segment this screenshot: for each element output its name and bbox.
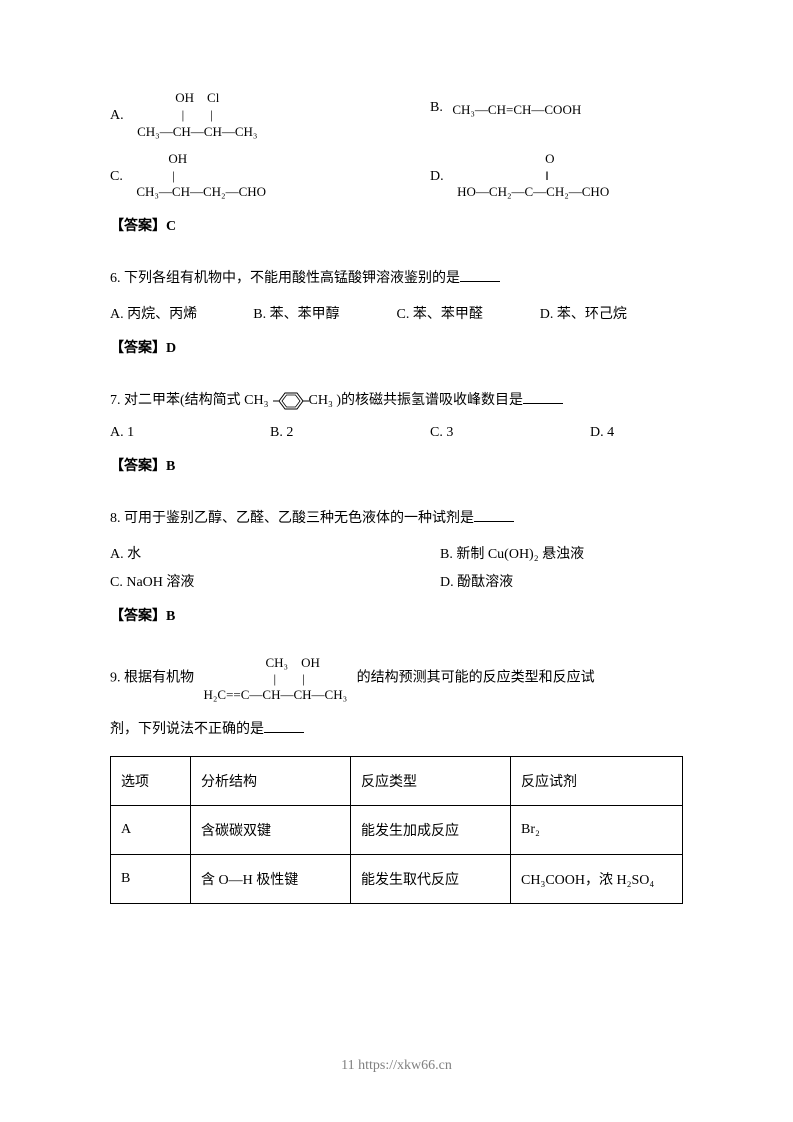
cell: 含 O—H 极性键 [191,855,351,904]
option-label: D. [430,169,444,185]
q7-stem-post: CH₃ )的核磁共振氢谱吸收峰数目是 [309,393,524,408]
option-label: C. [110,169,123,185]
q9-stem-pre: 9. 根据有机物 [110,671,194,686]
q8-opt-d: D. 酚酞溶液 [440,571,513,591]
cell: CH₃COOH，浓 H₂SO₄ [511,855,683,904]
q8-answer: 【答案】B [110,605,683,625]
q5-row-ab: A. OH Cl | | CH₃—CH—CH—CH₃ B. CH₃—CH=CH—… [110,90,683,141]
option-label: B. [430,100,443,116]
q6-opt-c: C. 苯、苯甲醛 [397,303,540,323]
q6-opt-d: D. 苯、环己烷 [540,303,683,323]
th-option: 选项 [111,757,191,806]
chem-mid: | | [137,107,257,124]
q5-option-c: C. OH | CH₃—CH—CH₂—CHO [110,151,430,202]
cell: 能发生加成反应 [351,806,511,855]
q9-stem-post: 的结构预测其可能的反应类型和反应试 [357,671,595,686]
chem-bot: CH₃—CH—CH₂—CHO [136,184,266,201]
chem-mid: ‖ [457,168,609,185]
chem-bot: H₂C==C—CH—CH—CH₃ [204,687,348,703]
cell: 含碳碳双键 [191,806,351,855]
chem-mid: | [136,168,266,185]
q8-opt-c: C. NaOH 溶液 [110,571,440,591]
q5-answer: 【答案】C [110,215,683,235]
table-row: B 含 O—H 极性键 能发生取代反应 CH₃COOH，浓 H₂SO₄ [111,855,683,904]
q6-opt-a: A. 丙烷、丙烯 [110,303,253,323]
q7-opt-c: C. 3 [430,425,590,441]
chem-bot: HO—CH₂—C—CH₂—CHO [457,184,609,201]
q5-row-cd: C. OH | CH₃—CH—CH₂—CHO D. O ‖ HO—CH₂—C—C… [110,151,683,202]
q8-row1: A. 水 B. 新制 Cu(OH)₂ 悬浊液 [110,543,683,563]
q6-answer: 【答案】D [110,337,683,357]
table-row: A 含碳碳双键 能发生加成反应 Br₂ [111,806,683,855]
blank-icon [460,268,500,282]
q7-opt-a: A. 1 [110,425,270,441]
stem-text: 6. 下列各组有机物中，不能用酸性高锰酸钾溶液鉴别的是 [110,271,460,286]
blank-icon [523,390,563,404]
q8-row2: C. NaOH 溶液 D. 酚酞溶液 [110,571,683,591]
q5-option-d: D. O ‖ HO—CH₂—C—CH₂—CHO [430,151,683,202]
cell: A [111,806,191,855]
chem-formula: CH₃—CH=CH—COOH [452,102,581,119]
chem-top: O [457,151,609,168]
q8-opt-a: A. 水 [110,543,440,563]
q8-stem: 8. 可用于鉴别乙醇、乙醛、乙酸三种无色液体的一种试剂是 [110,505,683,533]
q7-stem: 7. 对二甲苯(结构简式 CH₃ CH₃ )的核磁共振氢谱吸收峰数目是 [110,387,683,415]
chem-mid: | | [204,671,348,687]
q5-option-a: A. OH Cl | | CH₃—CH—CH—CH₃ [110,90,430,141]
option-label: A. [110,108,124,124]
blank-icon [474,508,514,522]
q7-options: A. 1 B. 2 C. 3 D. 4 [110,425,683,441]
q6-stem: 6. 下列各组有机物中，不能用酸性高锰酸钾溶液鉴别的是 [110,265,683,293]
q7-opt-d: D. 4 [590,425,614,441]
q5-option-b: B. CH₃—CH=CH—COOH [430,90,683,141]
table-header-row: 选项 分析结构 反应类型 反应试剂 [111,757,683,806]
q7-stem-pre: 7. 对二甲苯(结构简式 CH₃ [110,393,269,408]
q6-options: A. 丙烷、丙烯 B. 苯、苯甲醇 C. 苯、苯甲醛 D. 苯、环己烷 [110,303,683,323]
chem-top: OH Cl [137,90,257,107]
q8-opt-b: B. 新制 Cu(OH)₂ 悬浊液 [440,543,584,563]
chem-top: OH [136,151,266,168]
cell: Br₂ [511,806,683,855]
blank-icon [264,719,304,733]
cell: B [111,855,191,904]
q9-structure: CH₃ OH | | H₂C==C—CH—CH—CH₃ [204,655,348,702]
th-structure: 分析结构 [191,757,351,806]
q6-opt-b: B. 苯、苯甲醇 [253,303,396,323]
th-reagent: 反应试剂 [511,757,683,806]
cell: 能发生取代反应 [351,855,511,904]
q9-stem: 9. 根据有机物 CH₃ OH | | H₂C==C—CH—CH—CH₃ 的结构… [110,655,683,702]
q9-table: 选项 分析结构 反应类型 反应试剂 A 含碳碳双键 能发生加成反应 Br₂ B … [110,756,683,904]
page-footer: 11 https://xkw66.cn [0,1058,793,1074]
q7-opt-b: B. 2 [270,425,430,441]
chem-top: CH₃ OH [204,655,348,671]
benzene-icon [273,391,309,411]
stem-text: 剂，下列说法不正确的是 [110,722,264,737]
stem-text: 8. 可用于鉴别乙醇、乙醛、乙酸三种无色液体的一种试剂是 [110,511,474,526]
q9-stem-line2: 剂，下列说法不正确的是 [110,716,683,744]
q7-answer: 【答案】B [110,455,683,475]
chem-bot: CH₃—CH—CH—CH₃ [137,124,257,141]
th-reaction: 反应类型 [351,757,511,806]
